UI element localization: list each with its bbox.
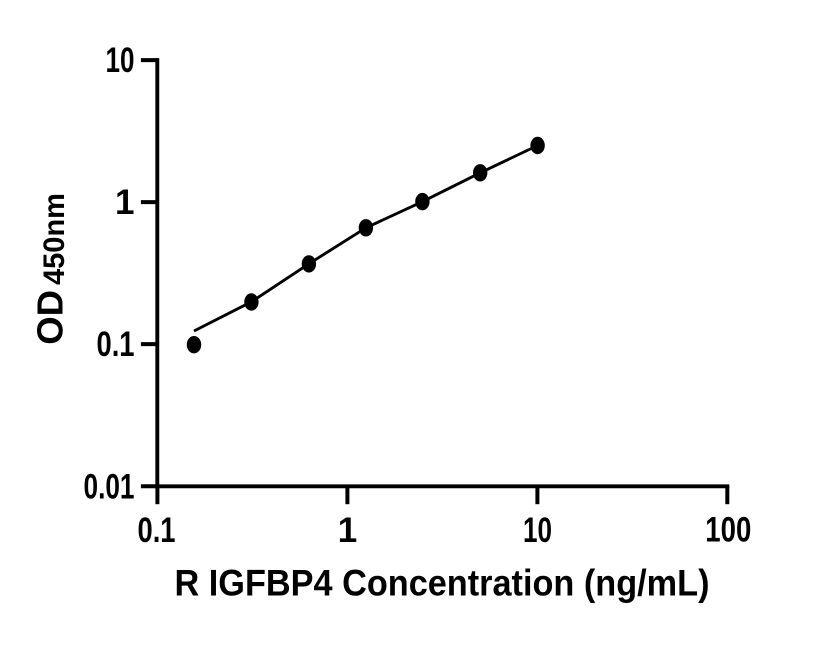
- svg-text:1: 1: [338, 511, 357, 550]
- svg-text:0.01: 0.01: [84, 468, 135, 507]
- svg-text:1: 1: [115, 183, 134, 222]
- svg-text:10: 10: [106, 41, 135, 80]
- svg-text:450nm: 450nm: [38, 193, 71, 285]
- svg-text:OD: OD: [30, 290, 71, 345]
- svg-text:0.1: 0.1: [138, 511, 176, 550]
- svg-text:100: 100: [705, 511, 751, 550]
- svg-text:R IGFBP4 Concentration (ng/mL): R IGFBP4 Concentration (ng/mL): [175, 562, 710, 603]
- svg-text:0.1: 0.1: [97, 325, 135, 364]
- svg-text:10: 10: [523, 511, 552, 550]
